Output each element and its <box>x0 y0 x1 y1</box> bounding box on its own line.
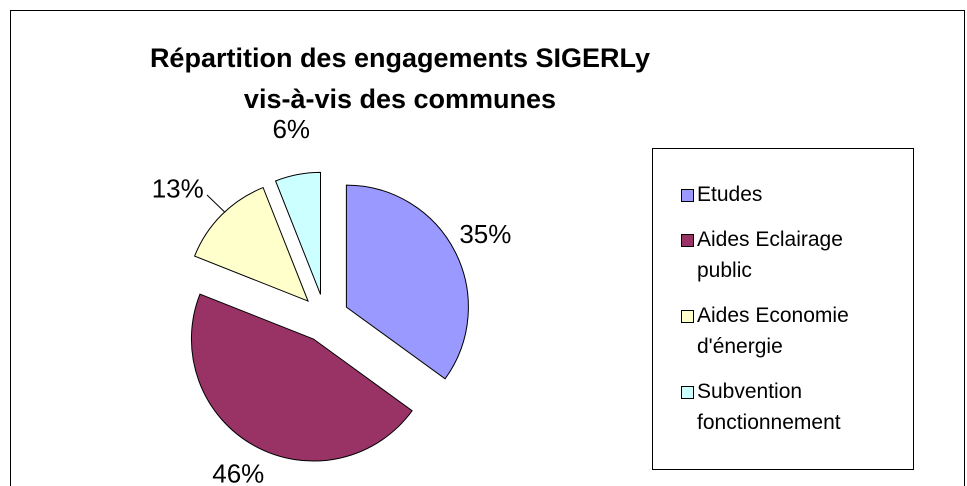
legend-entry: Aides Eclairage public <box>681 224 903 286</box>
legend-swatch <box>681 310 694 323</box>
legend-swatch <box>681 189 694 202</box>
legend-label: Aides Economie d'énergie <box>697 304 849 358</box>
pie-slice <box>345 184 469 380</box>
legend-swatch <box>681 386 694 399</box>
legend-entry: Aides Economie d'énergie <box>681 300 903 362</box>
legend-label: Subvention fonctionnement <box>697 380 841 434</box>
data-label: 6% <box>272 114 310 144</box>
legend: Etudes Aides Eclairage public Aides Econom… <box>652 148 914 470</box>
legend-swatch <box>681 234 694 247</box>
data-label: 13% <box>152 174 204 204</box>
legend-entry: Subvention fonctionnement <box>681 376 903 438</box>
legend-entry: Etudes <box>681 179 903 210</box>
legend-label: Etudes <box>697 183 763 206</box>
pie-slice <box>190 293 413 462</box>
data-label: 46% <box>212 459 264 486</box>
pie-slice <box>274 171 322 295</box>
chart-frame <box>10 10 965 486</box>
legend-label: Aides Eclairage public <box>697 228 843 282</box>
pie-slice <box>193 186 309 302</box>
data-label: 35% <box>459 219 511 249</box>
chart-title: Répartition des engagements SIGERLy <box>150 43 650 73</box>
chart-title: vis-à-vis des communes <box>244 84 556 114</box>
